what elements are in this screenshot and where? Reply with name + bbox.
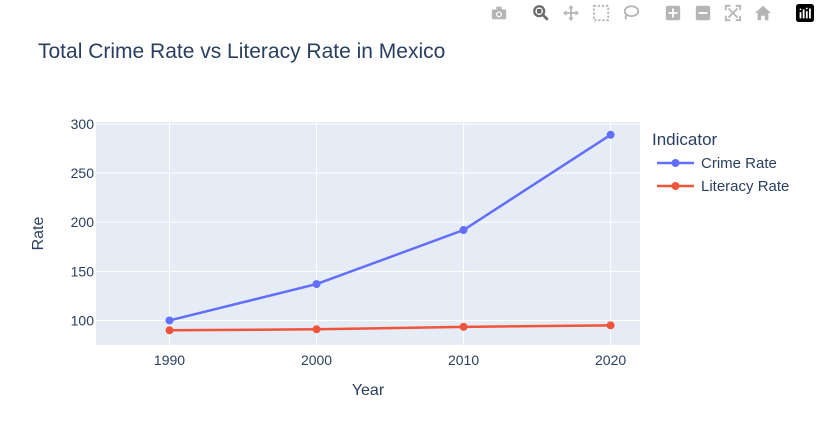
y-tick-label: 200 bbox=[71, 214, 95, 230]
box-select-icon[interactable] bbox=[589, 2, 613, 24]
data-point[interactable] bbox=[459, 226, 468, 235]
series-line[interactable] bbox=[169, 133, 612, 322]
y-tick-label: 250 bbox=[71, 165, 95, 181]
camera-icon[interactable] bbox=[487, 2, 511, 24]
x-tick-label: 2020 bbox=[595, 352, 626, 368]
y-axis-title: Rate bbox=[30, 217, 47, 251]
x-tick-label: 1990 bbox=[154, 352, 185, 368]
data-point[interactable] bbox=[606, 321, 615, 330]
data-point[interactable] bbox=[606, 130, 615, 139]
zoom-in-icon[interactable] bbox=[661, 2, 685, 24]
x-axis-title: Year bbox=[352, 382, 385, 399]
x-tick-label: 2010 bbox=[448, 352, 479, 368]
zoom-icon[interactable] bbox=[529, 2, 553, 24]
data-point[interactable] bbox=[459, 322, 468, 331]
data-point[interactable] bbox=[312, 280, 321, 289]
data-point[interactable] bbox=[165, 316, 174, 325]
legend-title: Indicator bbox=[652, 130, 718, 149]
lasso-select-icon[interactable] bbox=[619, 2, 643, 24]
modebar bbox=[487, 2, 817, 24]
legend-item-label[interactable]: Literacy Rate bbox=[701, 178, 789, 195]
y-tick-label: 150 bbox=[71, 263, 95, 279]
data-point[interactable] bbox=[312, 325, 321, 334]
series-line[interactable] bbox=[169, 324, 611, 332]
x-tick-label: 2000 bbox=[301, 352, 332, 368]
reset-axes-icon[interactable] bbox=[751, 2, 775, 24]
series-layer bbox=[165, 130, 615, 335]
plot-area[interactable] bbox=[96, 122, 640, 345]
data-point[interactable] bbox=[165, 326, 174, 335]
legend: Indicator Crime Rate Literacy Rate bbox=[652, 130, 789, 195]
x-tick-labels: 1990 2000 2010 2020 bbox=[154, 352, 626, 368]
legend-item-label[interactable]: Crime Rate bbox=[701, 155, 777, 172]
pan-icon[interactable] bbox=[559, 2, 583, 24]
zoom-out-icon[interactable] bbox=[691, 2, 715, 24]
plotly-logo-icon[interactable] bbox=[793, 2, 817, 24]
chart-title: Total Crime Rate vs Literacy Rate in Mex… bbox=[38, 40, 445, 63]
y-tick-label: 300 bbox=[71, 116, 95, 132]
legend-swatch-marker bbox=[671, 182, 680, 190]
y-tick-labels: 100 150 200 250 300 bbox=[71, 116, 95, 328]
legend-swatch-marker bbox=[671, 159, 680, 167]
y-tick-label: 100 bbox=[71, 312, 95, 328]
autoscale-icon[interactable] bbox=[721, 2, 745, 24]
